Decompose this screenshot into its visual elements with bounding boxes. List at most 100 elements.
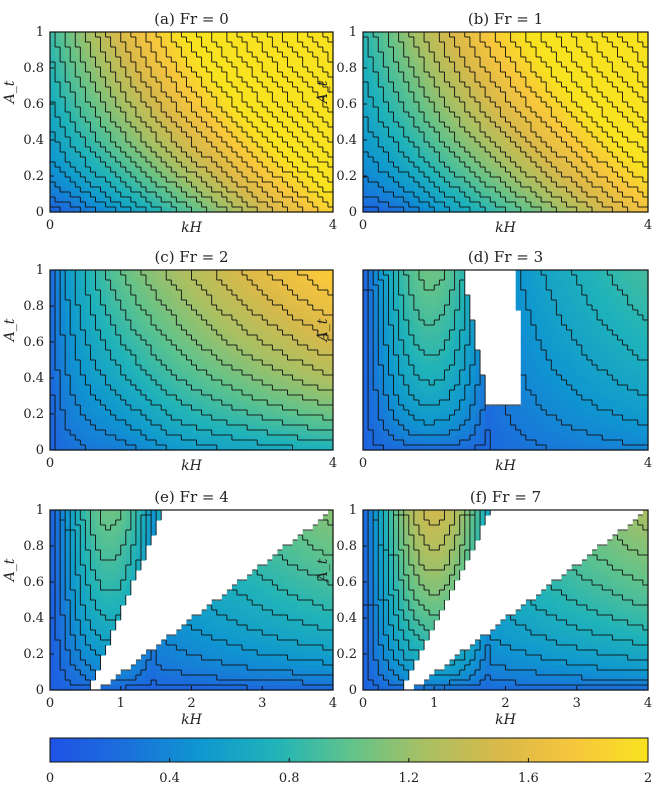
heatmap-cell	[287, 157, 294, 163]
heatmap-cell	[444, 157, 451, 163]
heatmap-cell	[617, 207, 624, 213]
heatmap-cell	[546, 202, 552, 208]
heatmap-cell	[95, 37, 102, 43]
heatmap-cell	[459, 92, 466, 98]
heatmap-cell	[140, 97, 147, 103]
heatmap-cell	[561, 82, 568, 88]
heatmap-cell	[429, 117, 435, 123]
heatmap-cell	[322, 157, 329, 163]
heatmap-cell	[130, 137, 137, 143]
heatmap-cell	[581, 77, 588, 83]
heatmap-cell	[307, 112, 314, 118]
heatmap-cell	[586, 102, 593, 108]
heatmap-cell	[393, 172, 400, 178]
heatmap-cell	[90, 112, 97, 118]
heatmap-cell	[576, 117, 583, 123]
heatmap-cell	[140, 127, 147, 133]
heatmap-cell	[211, 82, 218, 88]
heatmap-cell	[500, 127, 507, 133]
heatmap-cell	[50, 167, 56, 173]
heatmap-cell	[297, 57, 304, 63]
heatmap-cell	[211, 107, 218, 113]
heatmap-cell	[105, 162, 112, 168]
heatmap-cell	[110, 32, 117, 38]
heatmap-cell	[130, 207, 137, 213]
heatmap-cell	[393, 142, 400, 148]
heatmap-cell	[469, 77, 476, 83]
heatmap-cell	[439, 147, 446, 153]
heatmap-cell	[383, 147, 390, 153]
heatmap-cell	[216, 137, 223, 143]
heatmap-cell	[556, 107, 563, 113]
heatmap-cell	[80, 92, 86, 98]
heatmap-cell	[85, 152, 92, 158]
heatmap-cell	[368, 192, 374, 198]
heatmap-cell	[449, 142, 456, 148]
heatmap-cell	[510, 117, 517, 123]
heatmap-cell	[581, 177, 588, 183]
heatmap-cell	[566, 107, 573, 113]
heatmap-cell	[444, 102, 451, 108]
heatmap-cell	[171, 162, 177, 168]
heatmap-cell	[495, 107, 502, 113]
heatmap-cell	[439, 207, 446, 213]
heatmap-cell	[469, 97, 476, 103]
heatmap-cell	[70, 97, 76, 103]
heatmap-cell	[485, 182, 491, 188]
heatmap-cell	[485, 97, 491, 103]
heatmap-cell	[317, 37, 324, 43]
heatmap-cell	[292, 37, 299, 43]
heatmap-cell	[312, 112, 319, 118]
heatmap-cell	[302, 112, 309, 118]
heatmap-cell	[556, 62, 563, 68]
heatmap-cell	[541, 82, 547, 88]
heatmap-cell	[388, 192, 395, 198]
heatmap-cell	[398, 207, 405, 213]
heatmap-cell	[363, 192, 369, 198]
heatmap-cell	[597, 77, 603, 83]
heatmap-cell	[120, 147, 127, 153]
heatmap-cell	[622, 82, 629, 88]
heatmap-cell	[196, 97, 203, 103]
heatmap-cell	[151, 147, 157, 153]
heatmap-cell	[586, 157, 593, 163]
heatmap-cell	[444, 117, 451, 123]
heatmap-cell	[75, 197, 81, 203]
heatmap-cell	[363, 117, 369, 123]
heatmap-cell	[70, 127, 76, 133]
heatmap-cell	[327, 122, 334, 128]
heatmap-cell	[262, 172, 268, 178]
heatmap-cell	[267, 132, 273, 138]
heatmap-cell	[495, 187, 502, 193]
heatmap-cell	[282, 37, 289, 43]
heatmap-cell	[418, 162, 425, 168]
heatmap-cell	[297, 177, 304, 183]
heatmap-cell	[312, 182, 319, 188]
heatmap-cell	[429, 192, 435, 198]
heatmap-cell	[515, 117, 522, 123]
heatmap-cell	[464, 132, 471, 138]
heatmap-cell	[418, 152, 425, 158]
heatmap-cell	[393, 117, 400, 123]
heatmap-cell	[495, 117, 502, 123]
heatmap-cell	[75, 92, 81, 98]
heatmap-cell	[201, 52, 208, 58]
heatmap-cell	[622, 107, 629, 113]
heatmap-cell	[75, 107, 81, 113]
heatmap-cell	[156, 162, 162, 168]
heatmap-cell	[302, 152, 309, 158]
heatmap-cell	[171, 97, 177, 103]
heatmap-cell	[505, 77, 512, 83]
heatmap-cell	[55, 142, 61, 148]
heatmap-cell	[236, 67, 243, 73]
heatmap-cell	[495, 177, 502, 183]
heatmap-cell	[561, 102, 568, 108]
heatmap-cell	[297, 37, 304, 43]
heatmap-cell	[571, 87, 578, 93]
heatmap-cell	[135, 202, 142, 208]
heatmap-cell	[171, 37, 177, 43]
heatmap-cell	[546, 72, 552, 78]
heatmap-cell	[292, 192, 299, 198]
heatmap-cell	[267, 47, 273, 53]
heatmap-cell	[191, 42, 198, 48]
